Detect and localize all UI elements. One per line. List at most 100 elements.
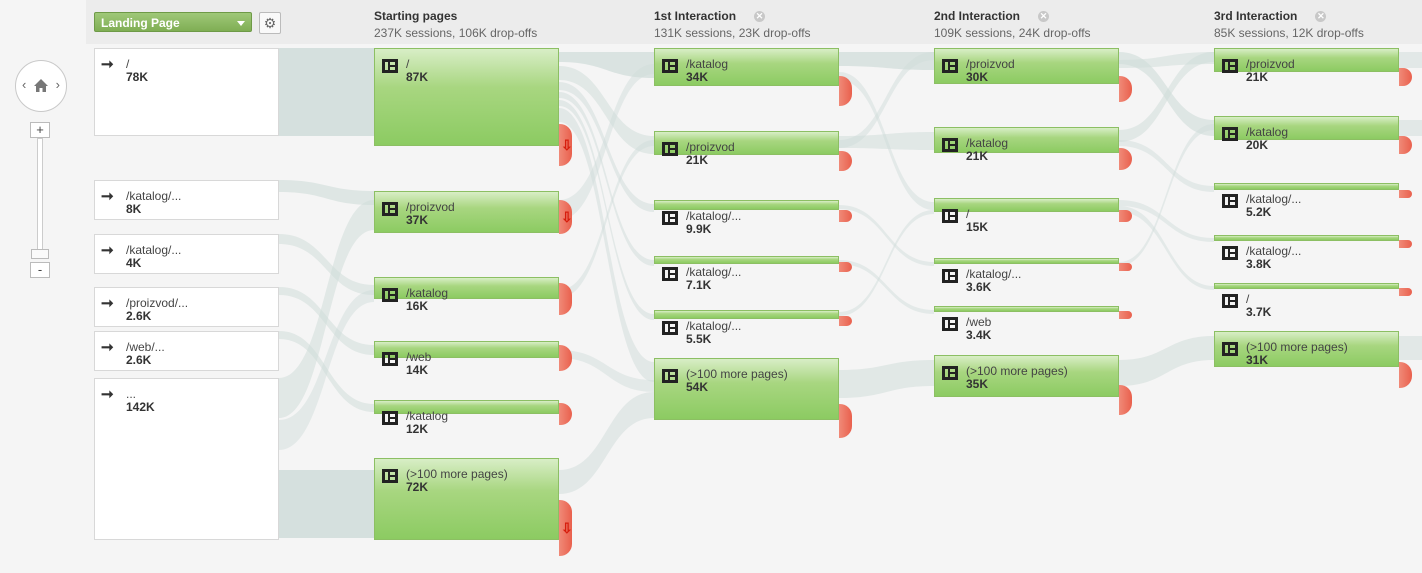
dropoff-indicator[interactable] — [1119, 263, 1132, 271]
flow-link — [279, 470, 374, 538]
node-label: /web — [406, 350, 432, 364]
interaction-page-node[interactable]: /katalog 34K — [654, 48, 839, 86]
starting-page-node[interactable]: /web 14K — [374, 341, 559, 377]
table-icon — [382, 288, 398, 302]
dropoff-indicator[interactable] — [1399, 68, 1412, 86]
node-value: 30K — [966, 70, 989, 84]
node-label: / — [406, 57, 410, 71]
interaction-page-node[interactable]: (>100 more pages) 54K — [654, 358, 839, 420]
interaction-page-node[interactable]: (>100 more pages) 31K — [1214, 331, 1399, 367]
flow-link — [839, 210, 934, 316]
dropoff-indicator[interactable] — [559, 283, 572, 315]
chevron-right-icon[interactable]: › — [55, 77, 60, 92]
chevron-left-icon[interactable]: ‹ — [22, 77, 27, 92]
landing-page-node[interactable]: ➞ ... 142K — [94, 378, 279, 540]
close-icon[interactable]: ✕ — [1038, 11, 1050, 22]
dropoff-indicator[interactable]: ⇩ — [559, 500, 573, 556]
flow-link — [559, 350, 654, 392]
node-value: 8K — [126, 202, 142, 216]
landing-page-node[interactable]: ➞ /katalog/... 8K — [94, 180, 279, 220]
flow-link — [1119, 336, 1214, 386]
dropoff-indicator[interactable] — [839, 316, 852, 326]
dropoff-indicator[interactable] — [839, 76, 852, 106]
flow-link — [839, 72, 934, 210]
landing-page-node[interactable]: ➞ /katalog/... 4K — [94, 234, 279, 274]
starting-page-node[interactable]: /katalog 12K — [374, 400, 559, 436]
node-value: 15K — [966, 220, 989, 234]
node-value: 142K — [126, 400, 155, 414]
interaction-page-node[interactable]: /proizvod 21K — [654, 131, 839, 167]
column-summary: 85K sessions, 12K drop-offs — [1214, 26, 1364, 40]
zoom-slider-handle[interactable] — [31, 249, 49, 259]
zoom-out-button[interactable]: - — [30, 262, 50, 278]
dropoff-indicator[interactable] — [1399, 288, 1412, 296]
table-icon — [662, 267, 678, 281]
dropoff-indicator[interactable] — [1119, 76, 1132, 102]
interaction-page-node[interactable]: /web 3.4K — [934, 306, 1119, 342]
table-icon — [942, 209, 958, 223]
dropoff-indicator[interactable] — [1399, 362, 1412, 388]
dropoff-indicator[interactable]: ⇩ — [559, 124, 573, 166]
interaction-page-node[interactable]: (>100 more pages) 35K — [934, 355, 1119, 397]
table-icon — [382, 352, 398, 366]
interaction-page-node[interactable]: /proizvod 30K — [934, 48, 1119, 84]
zoom-track[interactable] — [37, 138, 43, 258]
interaction-page-node[interactable]: /katalog 21K — [934, 127, 1119, 163]
dropoff-indicator[interactable] — [839, 404, 852, 438]
starting-page-node[interactable]: /proizvod 37K — [374, 191, 559, 233]
dropoff-indicator[interactable] — [839, 151, 852, 171]
starting-page-node[interactable]: / 87K — [374, 48, 559, 146]
dropoff-indicator[interactable] — [1119, 311, 1132, 319]
pan-home-control[interactable]: ‹ › — [15, 60, 67, 112]
interaction-page-node[interactable]: /katalog/... 5.2K — [1214, 183, 1399, 219]
close-icon[interactable]: ✕ — [754, 11, 766, 22]
zoom-in-button[interactable]: + — [30, 122, 50, 138]
table-icon — [942, 59, 958, 73]
interaction-page-node[interactable]: / 15K — [934, 198, 1119, 234]
column-summary: 131K sessions, 23K drop-offs — [654, 26, 811, 40]
interaction-page-node[interactable]: / 3.7K — [1214, 283, 1399, 319]
dropoff-indicator[interactable] — [559, 345, 572, 371]
node-value: 20K — [1246, 138, 1269, 152]
interaction-page-node[interactable]: /katalog/... 9.9K — [654, 200, 839, 236]
starting-page-node[interactable]: (>100 more pages) 72K — [374, 458, 559, 540]
interaction-page-node[interactable]: /katalog 20K — [1214, 116, 1399, 152]
column-summary: 237K sessions, 106K drop-offs — [374, 26, 538, 40]
dropoff-indicator[interactable] — [1399, 240, 1412, 248]
dropoff-indicator[interactable] — [1119, 385, 1132, 415]
dropoff-indicator[interactable] — [1399, 136, 1412, 154]
flow-link — [279, 48, 374, 136]
dropoff-indicator[interactable] — [1399, 190, 1412, 198]
landing-page-node[interactable]: ➞ /proizvod/... 2.6K — [94, 287, 279, 327]
table-icon — [1222, 127, 1238, 141]
landing-page-node[interactable]: ➞ /web/... 2.6K — [94, 331, 279, 371]
dropoff-indicator[interactable]: ⇩ — [559, 200, 573, 234]
node-label: /web/... — [126, 340, 165, 354]
table-icon — [1222, 342, 1238, 356]
landing-page-node[interactable]: ➞ / 78K — [94, 48, 279, 136]
dropoff-indicator[interactable] — [559, 403, 572, 425]
node-value: 31K — [1246, 353, 1269, 367]
starting-page-node[interactable]: /katalog 16K — [374, 277, 559, 313]
interaction-page-node[interactable]: /katalog/... 7.1K — [654, 256, 839, 292]
interaction-page-node[interactable]: /katalog/... 5.5K — [654, 310, 839, 346]
column-summary: 109K sessions, 24K drop-offs — [934, 26, 1091, 40]
table-icon — [382, 411, 398, 425]
gear-icon[interactable]: ⚙ — [259, 12, 281, 34]
arrow-entry-icon: ➞ — [101, 386, 114, 403]
node-value: 72K — [406, 480, 429, 494]
interaction-page-node[interactable]: /katalog/... 3.8K — [1214, 235, 1399, 271]
interaction-page-node[interactable]: /proizvod 21K — [1214, 48, 1399, 84]
dropoff-indicator[interactable] — [839, 262, 852, 272]
dropoff-indicator[interactable] — [1119, 210, 1132, 222]
home-icon[interactable] — [33, 78, 49, 93]
dimension-select[interactable]: Landing Page — [94, 12, 252, 32]
flow-link — [559, 66, 654, 154]
chevron-down-icon — [237, 21, 245, 26]
table-icon — [942, 366, 958, 380]
dropoff-indicator[interactable] — [839, 210, 852, 222]
node-label: /proizvod — [686, 140, 735, 154]
interaction-page-node[interactable]: /katalog/... 3.6K — [934, 258, 1119, 294]
dropoff-indicator[interactable] — [1119, 148, 1132, 170]
close-icon[interactable]: ✕ — [1315, 11, 1327, 22]
